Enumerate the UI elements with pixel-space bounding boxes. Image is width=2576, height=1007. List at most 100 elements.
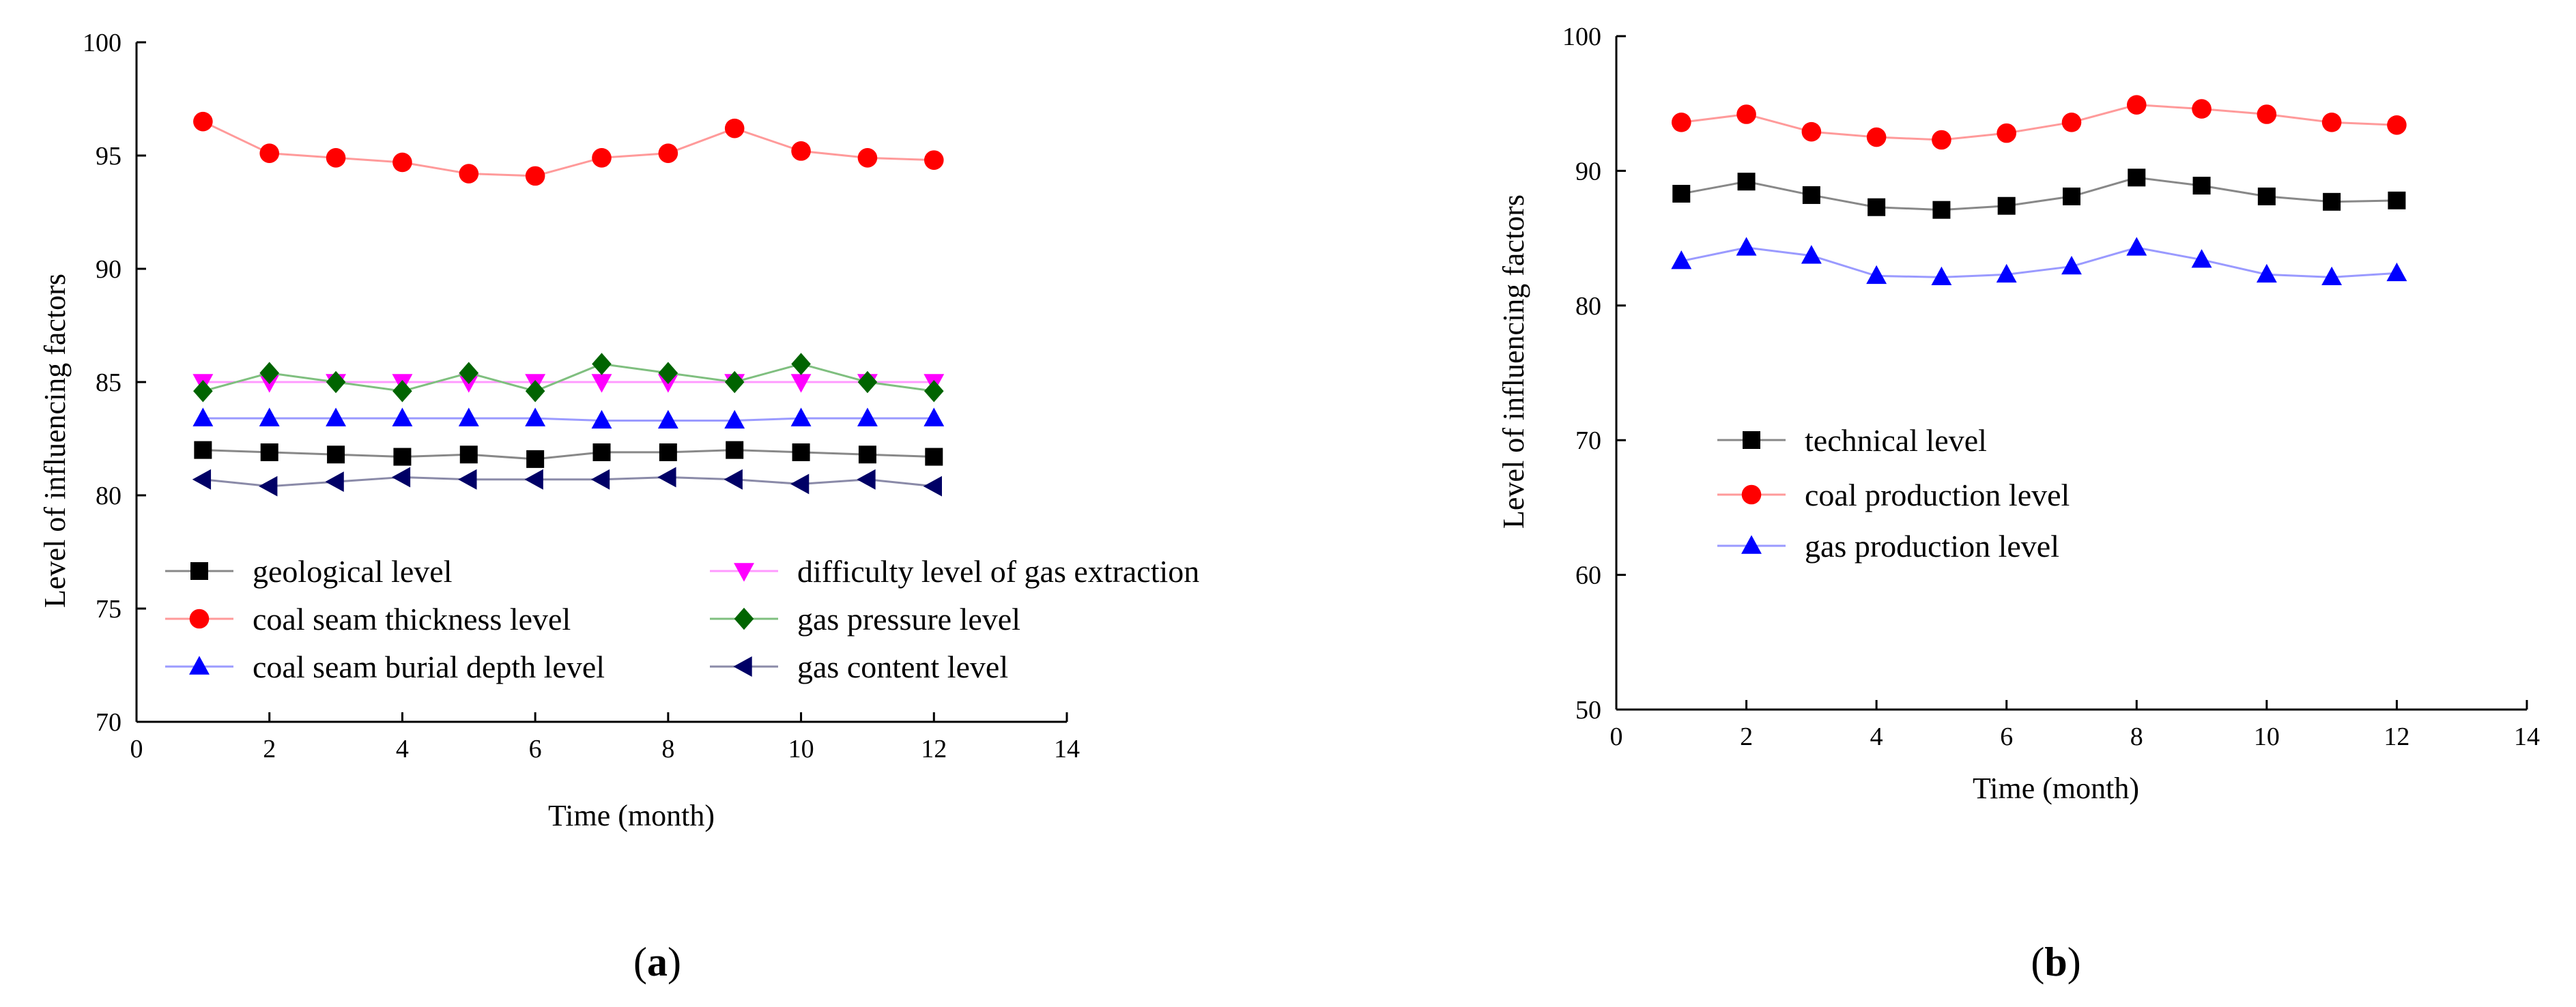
data-point (2323, 192, 2341, 211)
data-point (924, 407, 945, 426)
x-tick-label: 14 (1054, 735, 1080, 763)
data-point (326, 407, 347, 426)
data-point (724, 409, 745, 429)
chart-b-xlabel: Time (month) (1973, 772, 2139, 805)
data-point (791, 353, 811, 375)
y-tick-label: 90 (96, 255, 121, 284)
x-tick-label: 6 (2000, 723, 2013, 751)
data-point (2126, 237, 2147, 256)
x-tick-label: 4 (396, 735, 409, 763)
chart-a-legend: geological level coal seam thickness leve… (165, 554, 1199, 684)
chart-a-xlabel: Time (month) (548, 799, 715, 832)
legend-marker (190, 562, 208, 580)
data-point (2256, 263, 2277, 283)
data-point (790, 407, 812, 426)
data-point (459, 164, 479, 184)
data-point (1931, 266, 1952, 286)
data-point (459, 446, 478, 464)
data-point (724, 370, 745, 394)
data-point (327, 446, 345, 464)
legend-entry: technical level (1717, 423, 1987, 458)
data-point (924, 150, 944, 170)
y-tick-label: 100 (83, 29, 121, 57)
x-tick-label: 12 (921, 735, 947, 763)
y-tick-label: 70 (1575, 426, 1601, 455)
data-point (2386, 262, 2407, 282)
x-tick-label: 10 (2254, 723, 2280, 751)
data-point (326, 370, 346, 394)
legend-label: coal seam burial depth level (253, 650, 605, 684)
data-point (857, 469, 876, 490)
data-point (2061, 255, 2082, 275)
data-point (2257, 187, 2276, 205)
legend-entry: coal production level (1717, 478, 2070, 512)
legend-label: geological level (253, 554, 453, 589)
data-point (2388, 191, 2406, 209)
data-point (592, 353, 612, 375)
data-point (259, 407, 280, 426)
x-tick-label: 2 (263, 735, 276, 763)
data-point (259, 143, 280, 163)
data-point (1802, 186, 1820, 204)
legend-label: technical level (1805, 423, 1987, 458)
legend-marker (189, 656, 210, 675)
series-geological-level (194, 441, 943, 468)
data-point (391, 467, 411, 488)
data-point (194, 441, 212, 459)
data-point (526, 450, 545, 468)
x-tick-label: 8 (2130, 723, 2143, 751)
series-line (203, 417, 934, 422)
data-point (459, 362, 479, 384)
data-point (2192, 177, 2211, 195)
x-tick-label: 14 (2514, 723, 2540, 751)
data-point (392, 152, 412, 173)
y-tick-label: 90 (1575, 157, 1601, 186)
legend-label: gas pressure level (797, 602, 1020, 637)
series-gas-production-level (1671, 237, 2407, 286)
data-point (592, 148, 612, 168)
data-point (925, 448, 943, 466)
x-tick-label: 10 (788, 735, 814, 763)
y-tick-label: 50 (1575, 696, 1601, 725)
data-point (2321, 113, 2342, 132)
x-tick-label: 0 (1610, 723, 1623, 751)
x-tick-label: 6 (529, 735, 542, 763)
data-point (2191, 249, 2212, 268)
chart-b-legend: technical level coal production level gas … (1717, 423, 2070, 564)
data-point (658, 362, 678, 384)
data-point (2128, 169, 2146, 187)
data-point (2063, 187, 2080, 205)
data-point (1671, 250, 1692, 269)
data-point (657, 467, 676, 488)
data-point (857, 370, 878, 394)
series-line (202, 120, 934, 177)
data-point (857, 407, 878, 426)
data-point (724, 118, 745, 138)
data-point (592, 443, 611, 461)
series-coal-seam-thickness-level (193, 111, 944, 186)
data-point (192, 407, 214, 426)
data-point (2192, 99, 2212, 119)
data-point (2387, 115, 2407, 135)
chart-a-series (192, 111, 945, 497)
data-point (458, 407, 479, 426)
data-point (524, 469, 543, 490)
data-point (1672, 184, 1691, 203)
legend-label: coal production level (1805, 478, 2070, 512)
data-point (393, 448, 412, 466)
legend-entry: coal seam thickness level (165, 602, 571, 637)
data-point (1801, 121, 1822, 142)
legend-marker (189, 609, 210, 629)
y-tick-label: 95 (96, 142, 121, 171)
series-gas-pressure-level (193, 353, 944, 403)
y-tick-label: 70 (96, 708, 121, 737)
data-point (2257, 104, 2277, 124)
legend-marker (734, 563, 754, 582)
series-coal-seam-burial-depth-level (192, 407, 945, 429)
data-point (392, 407, 413, 426)
data-point (591, 409, 612, 429)
series-line (203, 476, 934, 488)
chart-b-ylabel: Level of influencing factors (1497, 194, 1530, 529)
